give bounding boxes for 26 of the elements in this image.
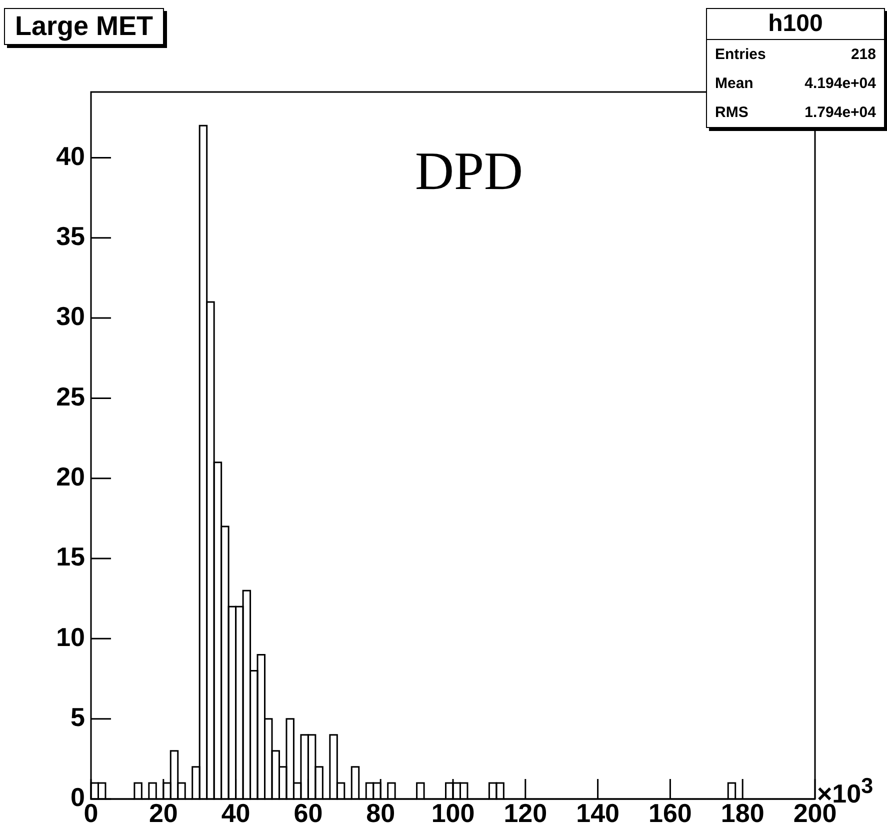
annotation: RMS bbox=[715, 104, 748, 121]
text: Entries bbox=[715, 46, 766, 63]
y-tick-label: 15 bbox=[56, 542, 85, 572]
annotation: 4.194e+04 bbox=[804, 75, 876, 92]
text: h100 bbox=[707, 9, 884, 40]
x-tick-label: 40 bbox=[221, 798, 250, 828]
x-tick-label: 60 bbox=[294, 798, 323, 828]
x-tick-label: 140 bbox=[576, 798, 620, 828]
y-tick-label: 10 bbox=[56, 622, 85, 652]
x-tick-label: 160 bbox=[648, 798, 692, 828]
x-tick-label: 120 bbox=[504, 798, 548, 828]
annotation: 1.794e+04 bbox=[804, 104, 876, 121]
x-tick-label: 180 bbox=[720, 798, 764, 828]
y-tick-label: 35 bbox=[56, 221, 85, 252]
x-tick-label: 100 bbox=[431, 798, 475, 828]
y-tick-label: 20 bbox=[56, 462, 85, 492]
text: 218 bbox=[850, 46, 876, 63]
x-tick-label: 80 bbox=[366, 798, 396, 828]
annotation: DPD bbox=[415, 140, 524, 202]
x-tick-label: 20 bbox=[148, 798, 178, 828]
y-tick-label: 5 bbox=[70, 702, 85, 732]
annotation: Mean bbox=[715, 75, 754, 92]
y-tick-label: 25 bbox=[56, 381, 85, 412]
y-tick-label: 30 bbox=[56, 301, 85, 332]
chart-title: Large MET bbox=[4, 8, 164, 45]
y-tick-label: 40 bbox=[56, 140, 85, 171]
